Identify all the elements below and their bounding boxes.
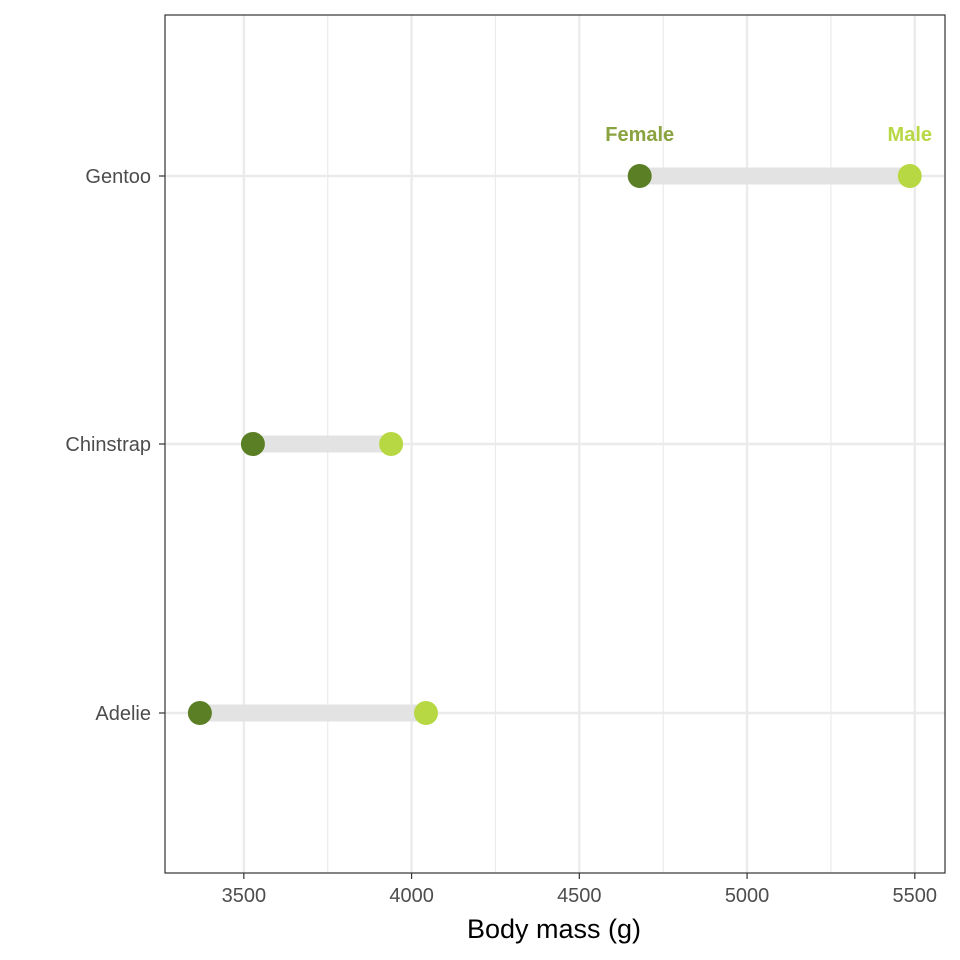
y-tick-label: Adelie [95, 703, 151, 725]
male-point [379, 432, 404, 456]
dumbbell-segments [199, 167, 910, 722]
female-point [240, 432, 265, 456]
annotation-label: Male [888, 124, 932, 146]
x-axis-title: Body mass (g) [467, 914, 641, 944]
x-tick-label: 4000 [389, 885, 434, 907]
male-point [897, 164, 922, 188]
data-points [187, 164, 922, 725]
female-point [187, 701, 212, 725]
annotation-label: Female [605, 124, 674, 146]
x-tick-label: 5000 [725, 885, 770, 907]
y-tick-label: Chinstrap [65, 434, 151, 456]
x-tick-label: 3500 [222, 885, 267, 907]
x-tick-label: 4500 [557, 885, 602, 907]
y-tick-label: Gentoo [85, 166, 151, 188]
y-axis: Gentoo Chinstrap Adelie [65, 166, 165, 725]
male-point [414, 701, 439, 725]
female-point [627, 164, 652, 188]
point-annotations: Female Male [605, 124, 932, 146]
x-axis: 3500 4000 4500 5000 5500 [222, 873, 937, 907]
x-tick-label: 5500 [893, 885, 938, 907]
